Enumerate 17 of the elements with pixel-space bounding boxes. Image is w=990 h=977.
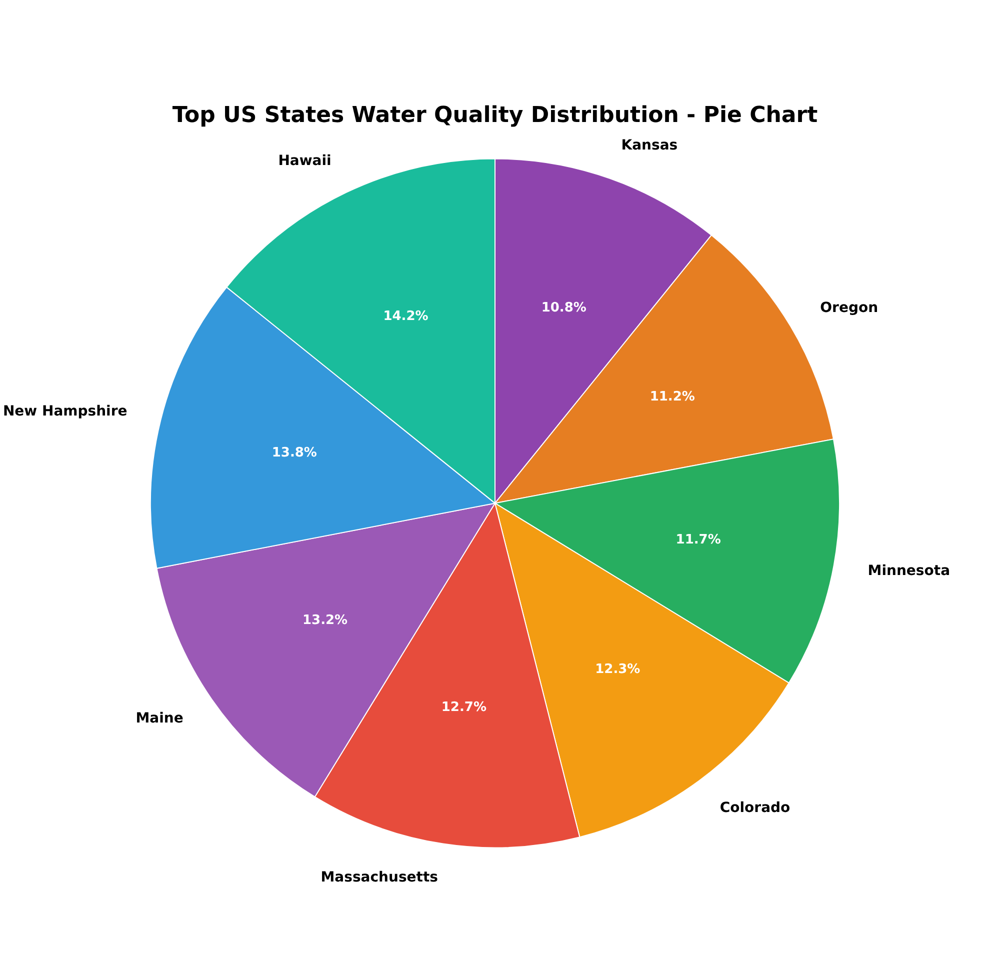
slice-label: Minnesota — [868, 562, 950, 579]
data-label: 12.3% — [595, 662, 640, 677]
data-label: 11.2% — [650, 389, 695, 404]
data-label: 14.2% — [383, 309, 428, 324]
slice-label: Massachusetts — [320, 869, 438, 886]
slice-label: Kansas — [621, 138, 678, 154]
slice-label: Colorado — [720, 800, 791, 816]
data-label: 10.8% — [541, 300, 586, 316]
slice-label: Maine — [136, 710, 184, 726]
slice-label: Hawaii — [278, 153, 332, 170]
data-label: 13.8% — [272, 446, 317, 461]
data-label: 13.2% — [302, 613, 348, 628]
chart-title: Top US States Water Quality Distribution - Pie Chart — [172, 102, 818, 128]
data-label: 12.7% — [441, 700, 486, 715]
slice-label: New Hampshire — [2, 403, 128, 420]
data-label: 11.7% — [676, 532, 721, 548]
slice-label: Oregon — [820, 300, 878, 316]
